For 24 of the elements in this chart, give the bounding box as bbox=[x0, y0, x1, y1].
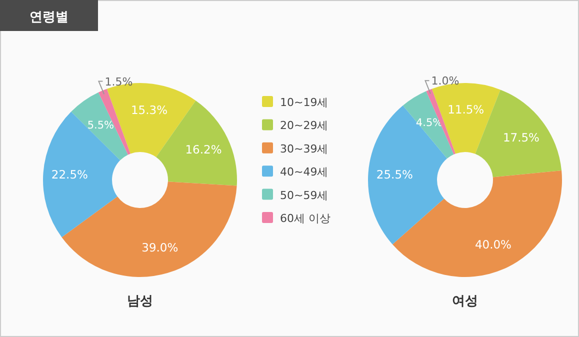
data-label: 15.3% bbox=[130, 103, 168, 118]
text: 남성 bbox=[127, 294, 153, 309]
data-label: 25.5% bbox=[376, 168, 414, 182]
data-label: 16.2% bbox=[185, 142, 222, 156]
donut-slice bbox=[62, 182, 237, 277]
data-label: 39.0% bbox=[142, 240, 178, 255]
data-label: 1.5% bbox=[104, 75, 133, 88]
legend-label: 50~59세 bbox=[280, 188, 328, 202]
donut-slice bbox=[368, 105, 448, 244]
donut-slice bbox=[43, 112, 120, 238]
legend-label: 60세 이상 bbox=[280, 212, 330, 225]
legend-label: 40~49세 bbox=[280, 166, 328, 179]
legend-label: 30~39세 bbox=[280, 142, 328, 156]
data-label: 22.5% bbox=[51, 168, 88, 182]
text: 연령별 bbox=[30, 10, 68, 25]
data-label: 17.5% bbox=[502, 130, 540, 144]
legend-label: 20~29세 bbox=[280, 119, 328, 132]
text: 여성 bbox=[452, 294, 478, 309]
data-label: 40.0% bbox=[474, 238, 512, 252]
data-label: 5.5% bbox=[87, 120, 114, 132]
donut-slice bbox=[71, 92, 128, 160]
data-label: 11.5% bbox=[448, 102, 484, 117]
legend-label: 10~19세 bbox=[280, 96, 328, 109]
data-label: 1.0% bbox=[431, 74, 460, 88]
